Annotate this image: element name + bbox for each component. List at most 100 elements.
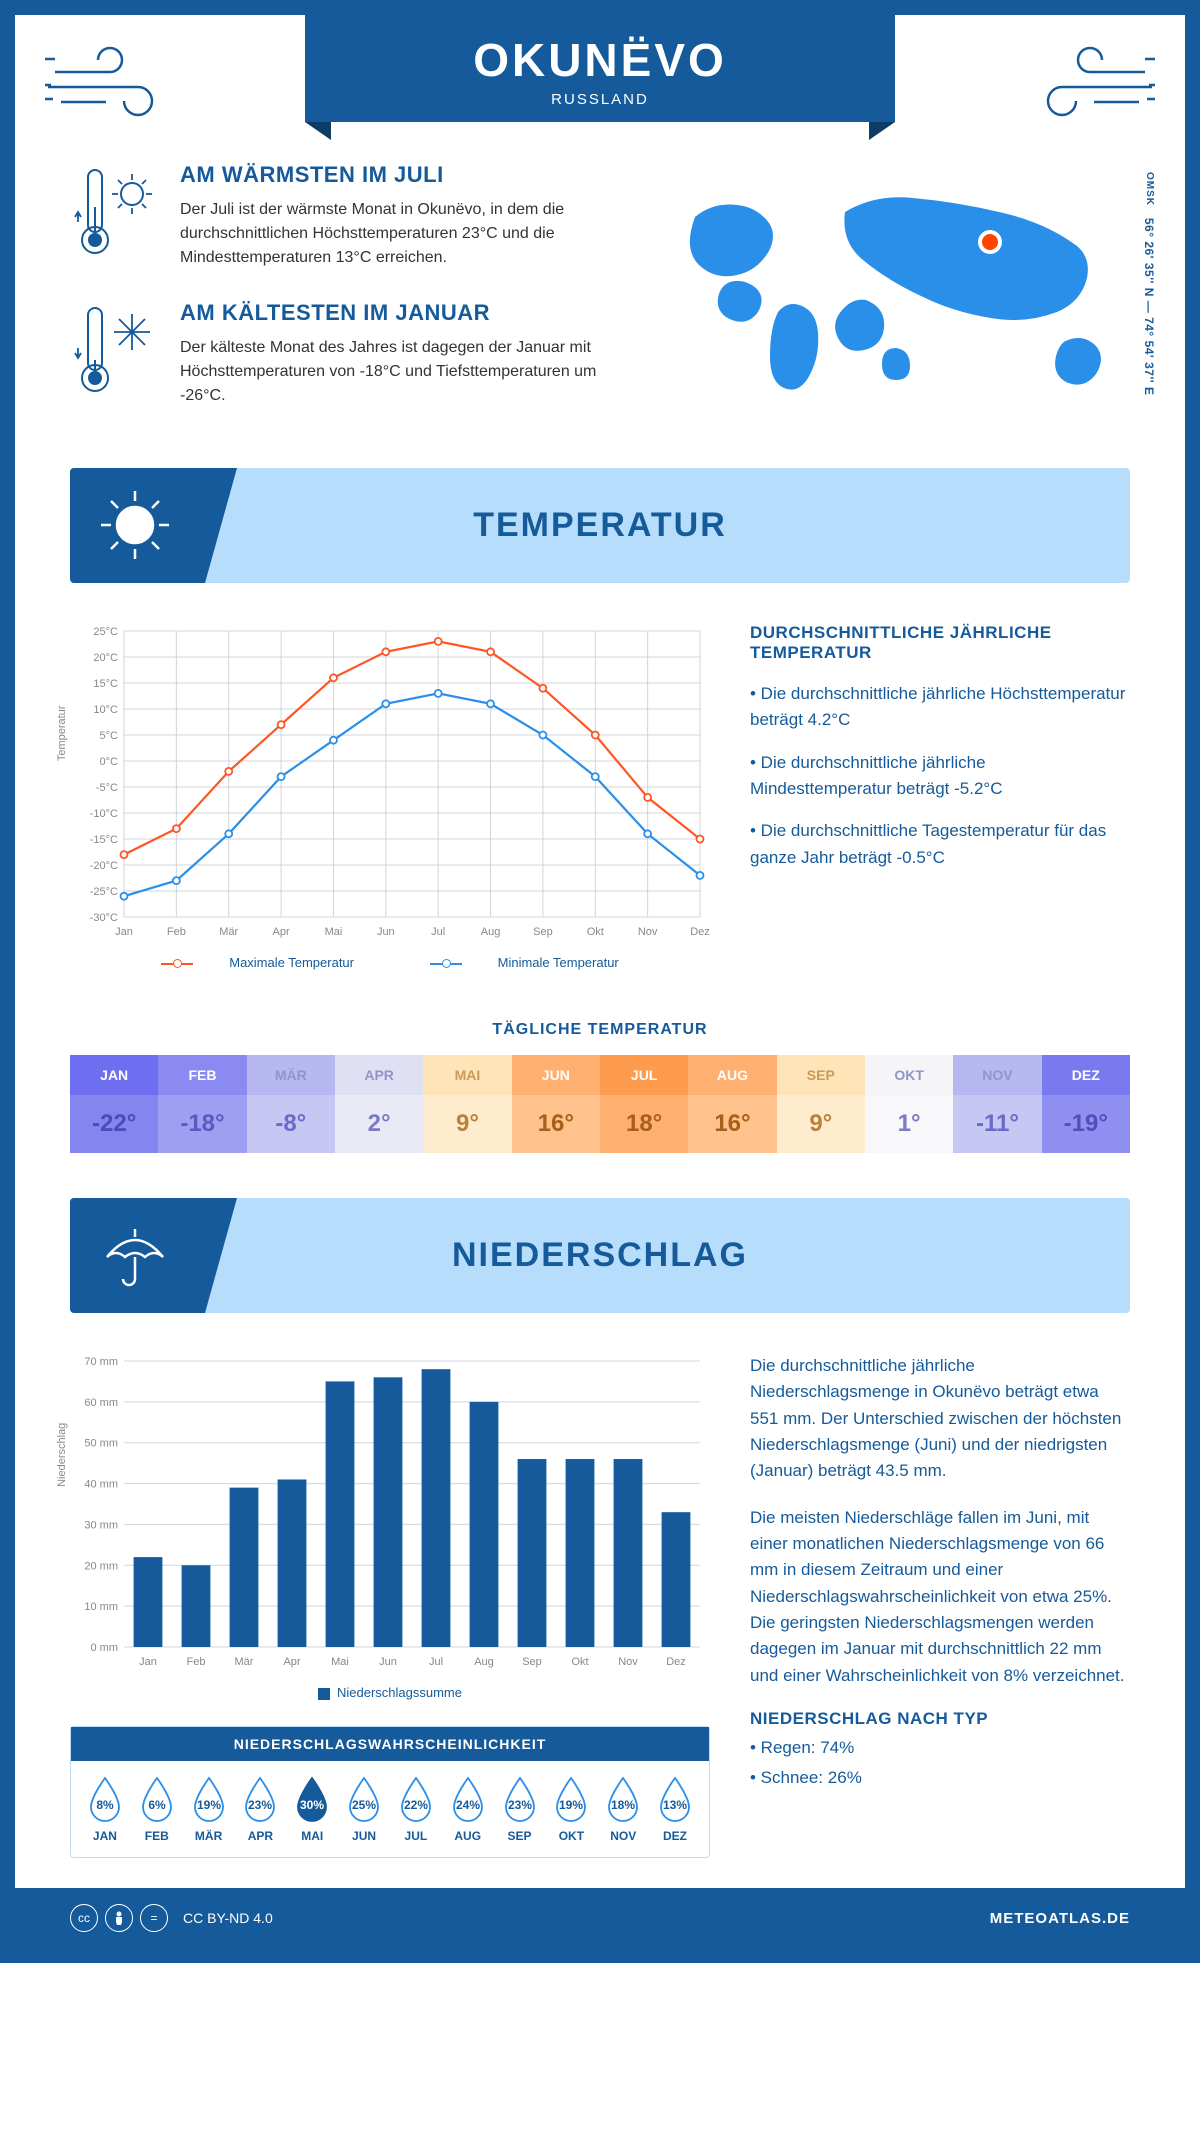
cc-icon: cc	[70, 1904, 98, 1932]
svg-text:-20°C: -20°C	[90, 860, 118, 872]
umbrella-icon	[70, 1198, 205, 1313]
svg-text:Jul: Jul	[431, 926, 445, 938]
footer: cc = CC BY-ND 4.0 METEOATLAS.DE	[15, 1888, 1185, 1948]
raindrop-icon: 24%	[449, 1775, 487, 1823]
month-cell: NOV -11°	[953, 1055, 1041, 1153]
month-cell: MAI 9°	[423, 1055, 511, 1153]
probability-cell: 23% APR	[234, 1775, 286, 1843]
svg-text:24%: 24%	[456, 1798, 480, 1812]
svg-text:Mär: Mär	[235, 1656, 254, 1668]
probability-cell: 18% NOV	[597, 1775, 649, 1843]
month-cell: AUG 16°	[688, 1055, 776, 1153]
svg-text:Mär: Mär	[219, 926, 238, 938]
svg-text:25%: 25%	[352, 1798, 376, 1812]
precip-type-heading: NIEDERSCHLAG NACH TYP	[750, 1709, 1130, 1729]
svg-text:Dez: Dez	[666, 1656, 686, 1668]
raindrop-icon: 19%	[190, 1775, 228, 1823]
temperature-header: TEMPERATUR	[70, 468, 1130, 583]
country-label: RUSSLAND	[305, 91, 895, 108]
section-title: TEMPERATUR	[473, 506, 727, 545]
raindrop-icon: 18%	[604, 1775, 642, 1823]
section-title: NIEDERSCHLAG	[452, 1236, 748, 1275]
probability-cell: 25% JUN	[338, 1775, 390, 1843]
precipitation-probability: NIEDERSCHLAGSWAHRSCHEINLICHKEIT 8% JAN 6…	[70, 1726, 710, 1858]
svg-text:30%: 30%	[300, 1798, 324, 1812]
precip-type: • Schnee: 26%	[750, 1765, 1130, 1791]
svg-text:18%: 18%	[611, 1798, 635, 1812]
svg-text:Jul: Jul	[429, 1656, 443, 1668]
svg-text:-10°C: -10°C	[90, 808, 118, 820]
probability-cell: 19% OKT	[545, 1775, 597, 1843]
svg-text:20°C: 20°C	[93, 652, 118, 664]
thermometer-sun-icon	[70, 162, 160, 270]
svg-text:Nov: Nov	[618, 1656, 638, 1668]
license-icons: cc = CC BY-ND 4.0	[70, 1904, 273, 1932]
warmest-title: AM WÄRMSTEN IM JULI	[180, 162, 640, 188]
svg-text:Jun: Jun	[379, 1656, 397, 1668]
svg-text:Mai: Mai	[331, 1656, 349, 1668]
svg-text:Jan: Jan	[139, 1656, 157, 1668]
svg-text:19%: 19%	[559, 1798, 583, 1812]
temp-summary-heading: DURCHSCHNITTLICHE JÄHRLICHE TEMPERATUR	[750, 623, 1130, 663]
svg-text:5°C: 5°C	[100, 730, 119, 742]
chart-legend: Niederschlagssumme	[70, 1685, 710, 1700]
svg-text:22%: 22%	[404, 1798, 428, 1812]
svg-text:Jan: Jan	[115, 926, 133, 938]
wind-icon	[43, 37, 183, 132]
probability-cell: 8% JAN	[79, 1775, 131, 1843]
city-title: OKUNËVO	[305, 33, 895, 87]
raindrop-icon: 30%	[293, 1775, 331, 1823]
month-cell: DEZ -19°	[1042, 1055, 1130, 1153]
svg-text:Apr: Apr	[283, 1656, 300, 1668]
raindrop-icon: 8%	[86, 1775, 124, 1823]
coldest-title: AM KÄLTESTEN IM JANUAR	[180, 300, 640, 326]
temp-bullet: • Die durchschnittliche jährliche Höchst…	[750, 681, 1130, 734]
svg-text:0 mm: 0 mm	[91, 1642, 119, 1654]
precipitation-header: NIEDERSCHLAG	[70, 1198, 1130, 1313]
svg-text:30 mm: 30 mm	[84, 1519, 118, 1531]
wind-icon	[1017, 37, 1157, 132]
raindrop-icon: 22%	[397, 1775, 435, 1823]
coldest-text: Der kälteste Monat des Jahres ist dagege…	[180, 336, 640, 408]
svg-text:50 mm: 50 mm	[84, 1438, 118, 1450]
raindrop-icon: 6%	[138, 1775, 176, 1823]
svg-text:Apr: Apr	[273, 926, 290, 938]
svg-text:Okt: Okt	[571, 1656, 588, 1668]
svg-text:Aug: Aug	[481, 926, 501, 938]
svg-text:-5°C: -5°C	[96, 782, 118, 794]
site-name: METEOATLAS.DE	[990, 1910, 1130, 1927]
svg-text:19%: 19%	[197, 1798, 221, 1812]
probability-cell: 6% FEB	[131, 1775, 183, 1843]
svg-text:Okt: Okt	[587, 926, 604, 938]
raindrop-icon: 19%	[552, 1775, 590, 1823]
temperature-line-chart: Temperatur -30°C-25°C-20°C-15°C-10°C-5°C…	[70, 623, 710, 943]
svg-text:20 mm: 20 mm	[84, 1560, 118, 1572]
svg-text:25°C: 25°C	[93, 626, 118, 638]
probability-cell: 24% AUG	[442, 1775, 494, 1843]
precipitation-bar-chart: Niederschlag 0 mm10 mm20 mm30 mm40 mm50 …	[70, 1353, 710, 1673]
svg-text:40 mm: 40 mm	[84, 1479, 118, 1491]
svg-text:-15°C: -15°C	[90, 834, 118, 846]
month-cell: JAN -22°	[70, 1055, 158, 1153]
daily-temp-strip: JAN -22° FEB -18° MÄR -8° APR 2° MAI 9° …	[70, 1055, 1130, 1153]
svg-text:60 mm: 60 mm	[84, 1397, 118, 1409]
raindrop-icon: 13%	[656, 1775, 694, 1823]
temp-bullet: • Die durchschnittliche Tagestemperatur …	[750, 818, 1130, 871]
probability-cell: 19% MÄR	[183, 1775, 235, 1843]
svg-text:6%: 6%	[148, 1798, 166, 1812]
svg-text:Jun: Jun	[377, 926, 395, 938]
raindrop-icon: 23%	[501, 1775, 539, 1823]
svg-text:Nov: Nov	[638, 926, 658, 938]
sun-icon	[70, 468, 205, 583]
month-cell: SEP 9°	[777, 1055, 865, 1153]
month-cell: OKT 1°	[865, 1055, 953, 1153]
svg-text:15°C: 15°C	[93, 678, 118, 690]
svg-text:Dez: Dez	[690, 926, 710, 938]
svg-text:Sep: Sep	[522, 1656, 542, 1668]
svg-text:0°C: 0°C	[100, 756, 119, 768]
thermometer-snow-icon	[70, 300, 160, 408]
by-icon	[105, 1904, 133, 1932]
svg-text:Sep: Sep	[533, 926, 553, 938]
svg-text:Mai: Mai	[325, 926, 343, 938]
month-cell: MÄR -8°	[247, 1055, 335, 1153]
